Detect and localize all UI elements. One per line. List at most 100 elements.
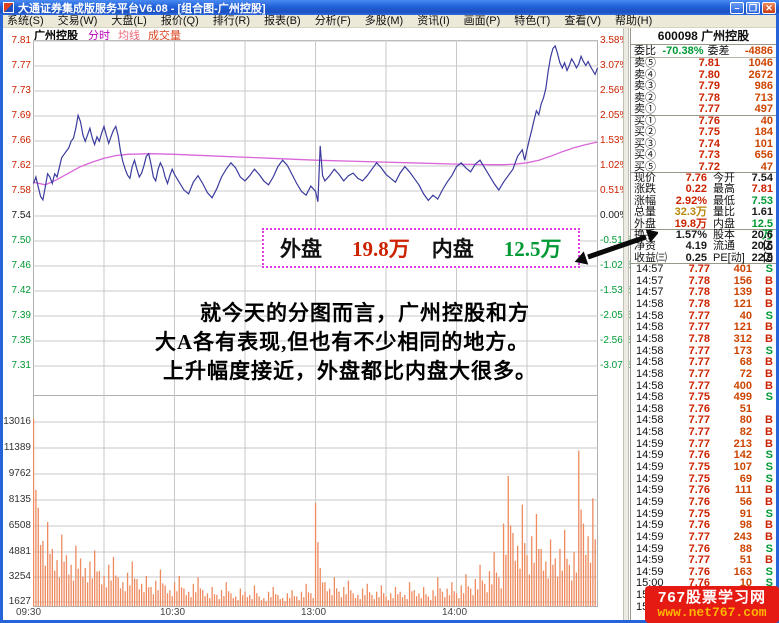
menu-item-3[interactable]: 报价(Q) <box>160 14 199 27</box>
info-row-4: 外盘 19.8万 内盘 12.5万 <box>631 218 776 241</box>
sell-row-4[interactable]: 卖④ 7.80 2672 <box>634 68 773 81</box>
minute-chart-canvas[interactable] <box>33 40 598 607</box>
price-tick: 7.31 <box>11 360 31 371</box>
sell-row-2[interactable]: 卖② 7.78 713 <box>634 91 773 104</box>
watermark-site-url: www.net767.com <box>657 605 767 620</box>
price-tick: 7.81 <box>11 35 31 46</box>
menu-item-5[interactable]: 报表(B) <box>264 14 301 27</box>
info-row-7: 收益㈢ 0.25 PE[动] 22.9 <box>631 252 776 265</box>
buy-row-3[interactable]: 买③ 7.74 101 <box>634 137 773 150</box>
chart-tab-1[interactable]: 均线 <box>118 29 140 42</box>
buy-row-5[interactable]: 买⑤ 7.72 47 <box>631 161 776 173</box>
callout-neipan-label: 内盘 <box>431 237 474 261</box>
close-button[interactable]: ✕ <box>762 1 776 14</box>
tick-row-10[interactable]: 14:58 7.77 400 B <box>636 379 773 392</box>
volume-tick: 3254 <box>8 571 31 582</box>
menu-item-1[interactable]: 交易(W) <box>57 14 98 27</box>
buy-row-2[interactable]: 买② 7.75 184 <box>634 126 773 138</box>
buy-row-1[interactable]: 买① 7.76 40 <box>634 114 773 127</box>
tick-row-17[interactable]: 14:59 7.75 107 S <box>636 461 773 474</box>
tick-row-22[interactable]: 14:59 7.76 98 B <box>636 519 773 532</box>
tick-row-1[interactable]: 14:57 7.78 156 B <box>636 274 773 287</box>
pct-tick: -2.05% <box>600 310 632 321</box>
tick-row-21[interactable]: 14:59 7.75 91 S <box>636 507 773 520</box>
tick-row-7[interactable]: 14:58 7.77 173 S <box>636 344 773 357</box>
chart-tab-2[interactable]: 成交量 <box>148 29 181 42</box>
tick-row-2[interactable]: 14:57 7.78 139 B <box>636 286 773 299</box>
tick-row-25[interactable]: 14:59 7.77 51 B <box>636 554 773 567</box>
tick-row-26[interactable]: 14:59 7.76 163 S <box>636 565 773 578</box>
price-tick: 7.69 <box>11 110 31 121</box>
window-border-left <box>0 15 3 623</box>
volume-tick: 4881 <box>8 546 31 557</box>
menu-item-6[interactable]: 分析(F) <box>314 14 351 27</box>
menu-bar: 系统(S) 交易(W) 大盘(L) 报价(Q) 排行(R) 报表(B) 分析(F) 多股(M)… <box>0 15 779 28</box>
sell-row-5[interactable]: 卖⑤ 7.81 1046 <box>634 57 773 69</box>
tick-row-4[interactable]: 14:58 7.77 40 S <box>636 309 773 322</box>
menu-item-8[interactable]: 资讯(I) <box>417 14 450 27</box>
quote-panel: 600098 广州控股 委比 -70.38% 委差 -4886 卖⑤ 7.81 10… <box>630 28 776 620</box>
tick-row-0[interactable]: 14:57 7.77 401 S <box>636 263 773 276</box>
menu-item-12[interactable]: 帮助(H) <box>615 14 653 27</box>
tick-row-27[interactable]: 15:00 7.76 10 S <box>636 577 773 590</box>
tick-row-12[interactable]: 14:58 7.76 51 <box>636 402 752 415</box>
sell-row-3[interactable]: 卖③ 7.79 986 <box>634 80 773 92</box>
menu-item-9[interactable]: 画面(P) <box>463 14 501 27</box>
tick-row-24[interactable]: 14:59 7.76 88 S <box>636 542 773 555</box>
chart-tabs: 分时 均线 成交量 <box>88 27 181 43</box>
site-watermark: 767股票学习网 www.net767.com <box>645 586 779 623</box>
tick-row-19[interactable]: 14:59 7.76 111 B <box>636 484 773 497</box>
tick-row-20[interactable]: 14:59 7.76 56 B <box>636 495 773 508</box>
tick-row-9[interactable]: 14:58 7.77 72 B <box>636 367 773 380</box>
restore-button[interactable]: ❐ <box>746 1 760 14</box>
menu-item-0[interactable]: 系统(S) <box>7 14 44 27</box>
menu-item-7[interactable]: 多股(M) <box>364 14 404 27</box>
callout-waipan-value: 19.8万 <box>352 237 410 261</box>
chart-panel-scrollbar[interactable] <box>623 28 629 620</box>
buy-row-4[interactable]: 买④ 7.73 656 <box>634 149 773 161</box>
info-row-0: 现价 7.76 今开 7.54 <box>634 172 773 184</box>
app-icon <box>3 2 14 13</box>
chart-tab-0[interactable]: 分时 <box>88 29 110 42</box>
pct-tick: -1.53% <box>600 285 632 296</box>
tick-list[interactable]: 14:57 7.77 401 S 14:57 7.78 156 B 14:57 7.78 139 B 1… <box>631 263 776 613</box>
tick-row-6[interactable]: 14:58 7.78 312 B <box>636 332 773 345</box>
info-row-1: 涨跌 0.22 最高 7.81 <box>634 183 773 196</box>
tick-row-14[interactable]: 14:58 7.77 82 B <box>636 426 773 439</box>
time-tick: 10:30 <box>160 607 186 618</box>
pct-tick: -2.56% <box>600 335 632 346</box>
tick-row-23[interactable]: 14:59 7.77 243 B <box>636 530 773 543</box>
sell-row-1[interactable]: 卖① 7.77 497 <box>631 103 776 116</box>
tick-row-18[interactable]: 14:59 7.75 69 S <box>636 472 773 485</box>
info-row-3: 总量 32.3万 量比 1.61 <box>634 206 773 219</box>
annotation-line-3: 上升幅度接近，外盘都比内盘大很多。 <box>163 359 537 383</box>
title-bar[interactable]: 大通证券集成版服务平台V6.08 - [组合图-广州控股] – ❐ ✕ <box>0 0 779 15</box>
pct-tick: 0.00% <box>600 210 629 221</box>
pct-tick: 3.07% <box>600 60 629 71</box>
menu-item-2[interactable]: 大盘(L) <box>111 14 147 27</box>
tick-row-15[interactable]: 14:59 7.77 213 B <box>636 437 773 450</box>
annotation-line-1: 就今天的分图而言，广州控股和方 <box>200 301 530 325</box>
tick-row-5[interactable]: 14:58 7.77 121 B <box>636 321 773 334</box>
menu-item-11[interactable]: 查看(V) <box>564 14 602 27</box>
volume-tick: 6508 <box>8 520 31 531</box>
chart-header: 广州控股 分时 均线 成交量 <box>34 27 181 43</box>
callout-waipan-label: 外盘 <box>280 237 322 261</box>
price-tick: 7.58 <box>11 185 31 196</box>
outer-inner-volume-callout: 外盘 19.8万 内盘 12.5万 <box>262 228 580 268</box>
tick-row-13[interactable]: 14:58 7.77 80 B <box>636 414 773 427</box>
quote-panel-title: 600098 广州控股 <box>631 28 776 45</box>
buy-queue: 买① 7.76 40 买② 7.75 184 买③ 7.74 101 买④ 7.73 656 买⑤ 7.7… <box>631 114 776 173</box>
tick-row-8[interactable]: 14:58 7.77 68 B <box>636 356 773 369</box>
minimize-button[interactable]: – <box>730 1 744 14</box>
weicha-value: -4886 <box>744 45 773 57</box>
menu-item-10[interactable]: 特色(T) <box>514 14 551 27</box>
weicha-label: 委差 <box>707 45 730 57</box>
tick-row-3[interactable]: 14:58 7.78 121 B <box>636 298 773 311</box>
menu-item-4[interactable]: 排行(R) <box>212 14 251 27</box>
tick-row-16[interactable]: 14:59 7.76 142 S <box>636 449 773 462</box>
watermark-site-name: 767股票学习网 <box>657 589 767 606</box>
tick-row-11[interactable]: 14:58 7.75 499 S <box>636 391 773 404</box>
stock-info-grid: 现价 7.76 今开 7.54 涨跌 0.22 最高 7.81 涨幅 2.92% 最低 7.53 总量 3… <box>631 172 776 265</box>
pct-tick: 0.51% <box>600 185 629 196</box>
